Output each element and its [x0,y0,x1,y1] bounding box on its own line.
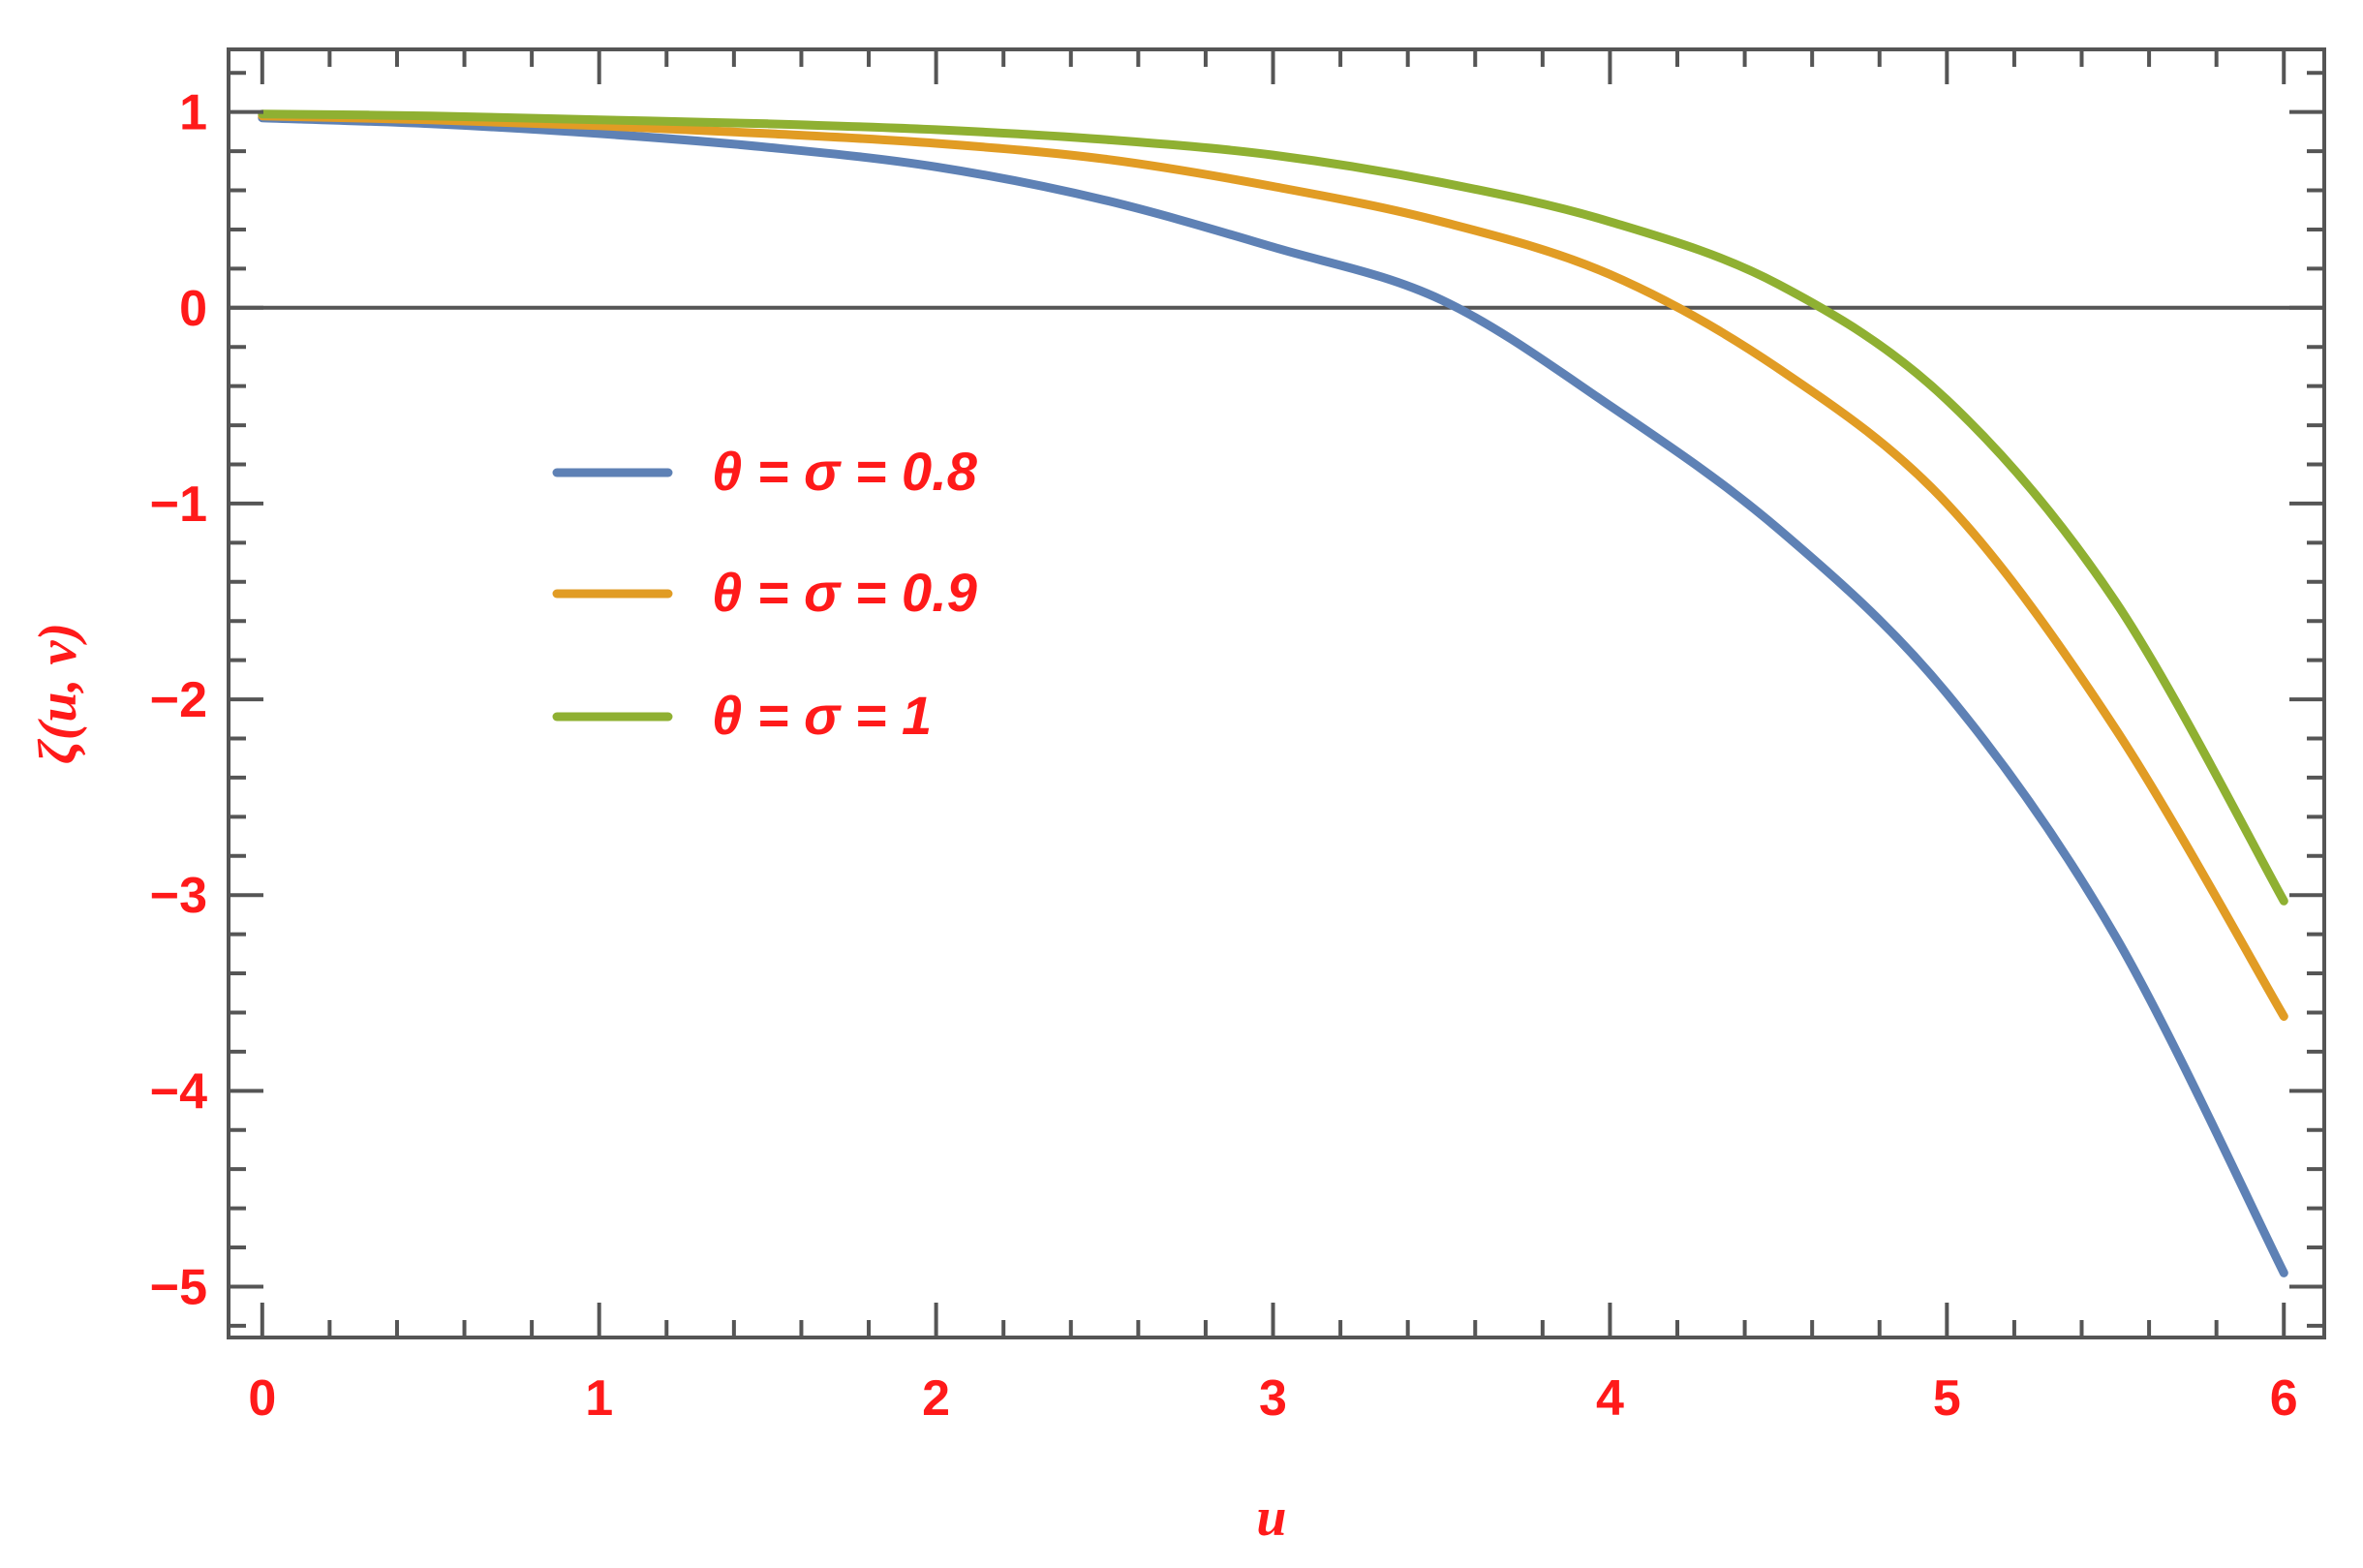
y-tick-label: −3 [150,868,207,924]
legend-label-series-1: θ = σ = 0.8 [712,441,978,502]
series-line-2 [258,111,2288,1021]
x-tick-label: 1 [585,1370,613,1427]
y-tick-label: 1 [179,85,207,141]
legend-label-series-3: θ = σ = 1 [712,685,932,746]
series-line-3 [258,109,2288,906]
y-tick-label: −4 [150,1063,207,1120]
legend: θ = σ = 0.8 θ = σ = 0.9 θ = σ = 1 [552,441,978,746]
y-tick-label: −1 [150,477,207,533]
y-tick-label: 0 [179,281,207,337]
x-tick-label: 5 [1933,1370,1961,1427]
y-axis-title: ζ(u, v) [28,623,88,764]
series-line-1 [258,113,2288,1277]
legend-label-series-2: θ = σ = 0.9 [712,562,977,623]
plot-frame [227,47,2326,1339]
x-tick-label: 4 [1596,1370,1624,1427]
x-tick-label: 2 [922,1370,950,1427]
y-tick-label: −2 [150,672,207,728]
x-tick-label: 3 [1259,1370,1287,1427]
x-tick-label: 6 [2270,1370,2298,1427]
y-tick-label: −5 [150,1259,207,1315]
x-tick-label: 0 [248,1370,276,1427]
x-axis-title: u [1256,1488,1286,1548]
